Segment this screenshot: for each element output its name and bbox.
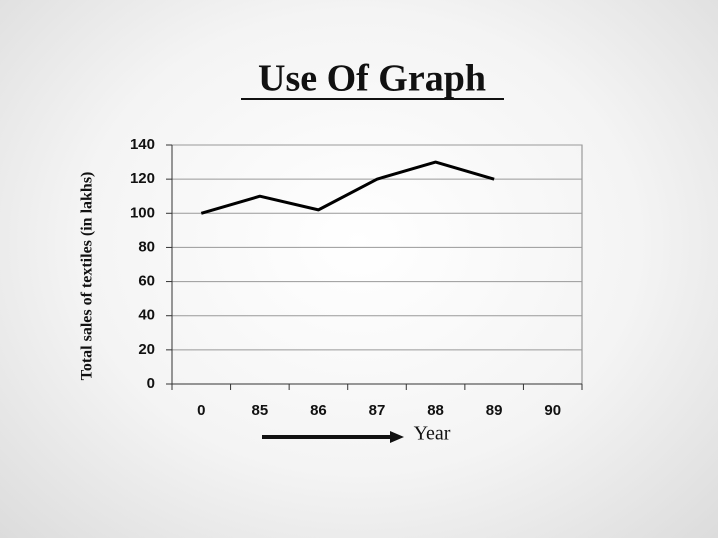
y-tick-label: 0 [147, 375, 155, 392]
y-tick-label: 120 [130, 170, 155, 187]
y-tick-label: 100 [130, 204, 155, 221]
x-tick-label: 0 [197, 402, 205, 419]
y-tick-label: 80 [138, 238, 155, 255]
x-tick-label: 87 [369, 402, 386, 419]
arrow-head [390, 431, 404, 443]
x-tick-label: 90 [544, 402, 561, 419]
y-tick-label: 20 [138, 341, 155, 358]
x-tick-label: 89 [486, 402, 503, 419]
data-line [200, 160, 495, 215]
x-axis-label: Year [414, 423, 451, 445]
y-axis-label: Total sales of textiles (in lakhs) [79, 172, 96, 381]
x-tick-label: 85 [252, 402, 269, 419]
x-tick-label: 88 [427, 402, 444, 419]
y-tick-label: 40 [138, 307, 155, 324]
chart-title: Use Of Graph [258, 58, 486, 100]
plot-area [171, 144, 583, 385]
x-tick-label: 86 [310, 402, 327, 419]
y-tick-label: 140 [130, 136, 155, 153]
y-tick-label: 60 [138, 273, 155, 290]
